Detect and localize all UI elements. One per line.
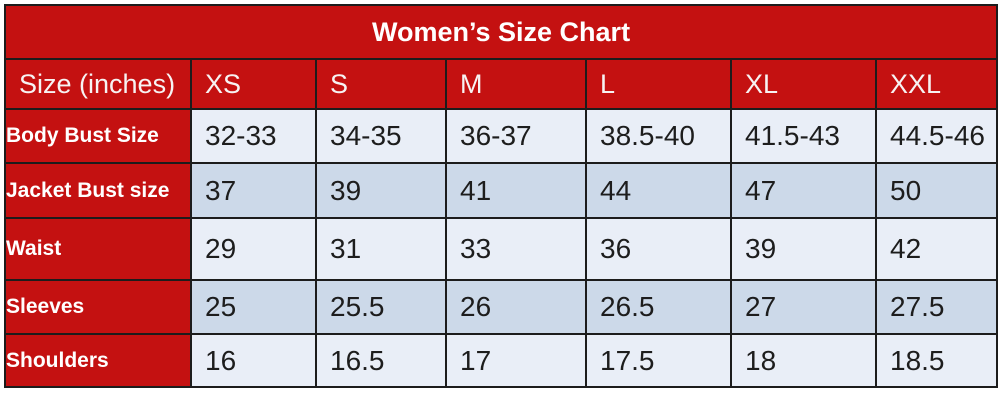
table-row-shoulders: Shoulders 16 16.5 17 17.5 18 18.5 [4,333,999,388]
cell-jacket-bust-m: 41 [445,162,587,219]
cell-shoulders-xxl: 18.5 [874,333,999,388]
cell-jacket-bust-xxl: 50 [874,162,999,219]
size-chart-table: Women’s Size Chart Size (inches) XS S M … [3,4,999,388]
table-row-sleeves: Sleeves 25 25.5 26 26.5 27 27.5 [4,279,999,335]
row-label-waist: Waist [4,217,192,281]
cell-body-bust-m: 36-37 [445,108,587,164]
cell-waist-m: 33 [445,217,587,281]
row-label-shoulders: Shoulders [4,333,192,388]
cell-waist-xl: 39 [730,217,877,281]
column-header-l: L [585,58,732,110]
column-header-s: S [315,58,447,110]
row-label-jacket-bust-size: Jacket Bust size [4,162,192,219]
table-row-jacket-bust-size: Jacket Bust size 37 39 41 44 47 50 [4,162,999,219]
cell-sleeves-m: 26 [445,279,587,335]
cell-shoulders-xl: 18 [730,333,877,388]
cell-body-bust-s: 34-35 [315,108,447,164]
cell-shoulders-m: 17 [445,333,587,388]
row-label-sleeves: Sleeves [4,279,192,335]
cell-shoulders-l: 17.5 [585,333,732,388]
cell-jacket-bust-s: 39 [315,162,447,219]
cell-sleeves-l: 26.5 [585,279,732,335]
cell-shoulders-s: 16.5 [315,333,447,388]
column-header-size-inches: Size (inches) [4,58,192,110]
cell-body-bust-l: 38.5-40 [585,108,732,164]
column-header-xl: XL [730,58,877,110]
column-header-m: M [445,58,587,110]
cell-jacket-bust-l: 44 [585,162,732,219]
cell-body-bust-xxl: 44.5-46 [874,108,999,164]
cell-jacket-bust-xl: 47 [730,162,877,219]
cell-sleeves-xxl: 27.5 [874,279,999,335]
table-row-waist: Waist 29 31 33 36 39 42 [4,217,999,281]
cell-waist-xxl: 42 [874,217,999,281]
cell-shoulders-xs: 16 [190,333,317,388]
cell-body-bust-xs: 32-33 [190,108,317,164]
column-header-xxl: XXL [874,58,999,110]
row-label-body-bust-size: Body Bust Size [4,108,192,164]
cell-waist-l: 36 [585,217,732,281]
size-chart-page: Women’s Size Chart Size (inches) XS S M … [0,4,1000,416]
cell-jacket-bust-xs: 37 [190,162,317,219]
table-row-body-bust-size: Body Bust Size 32-33 34-35 36-37 38.5-40… [4,108,999,164]
cell-sleeves-s: 25.5 [315,279,447,335]
cell-body-bust-xl: 41.5-43 [730,108,877,164]
cell-sleeves-xs: 25 [190,279,317,335]
header-row: Size (inches) XS S M L XL XXL [4,58,999,110]
cell-sleeves-xl: 27 [730,279,877,335]
column-header-xs: XS [190,58,317,110]
cell-waist-s: 31 [315,217,447,281]
chart-title: Women’s Size Chart [3,4,999,60]
title-row: Women’s Size Chart [3,4,999,60]
cell-waist-xs: 29 [190,217,317,281]
